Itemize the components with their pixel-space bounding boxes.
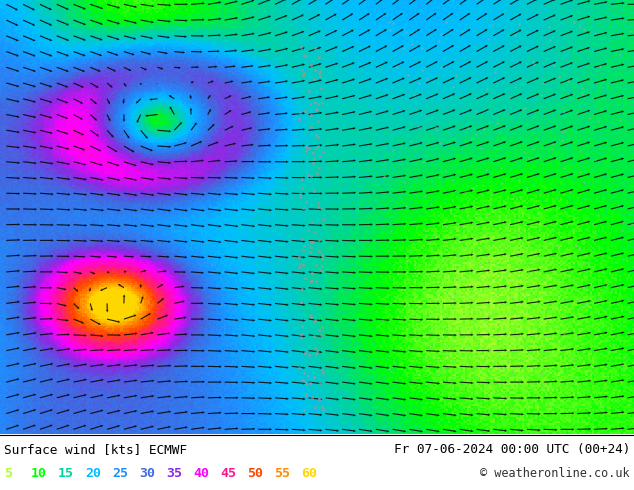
Text: 20: 20 <box>85 467 101 480</box>
Text: 25: 25 <box>112 467 128 480</box>
Text: 50: 50 <box>247 467 263 480</box>
Text: 35: 35 <box>166 467 182 480</box>
Text: 5: 5 <box>4 467 12 480</box>
Text: 60: 60 <box>301 467 317 480</box>
Text: Fr 07-06-2024 00:00 UTC (00+24): Fr 07-06-2024 00:00 UTC (00+24) <box>394 443 630 456</box>
Text: Surface wind [kts] ECMWF: Surface wind [kts] ECMWF <box>4 443 187 456</box>
Text: 30: 30 <box>139 467 155 480</box>
Text: © weatheronline.co.uk: © weatheronline.co.uk <box>481 467 630 480</box>
Text: 40: 40 <box>193 467 209 480</box>
Text: 10: 10 <box>31 467 47 480</box>
Text: 55: 55 <box>274 467 290 480</box>
Text: 15: 15 <box>58 467 74 480</box>
Text: 45: 45 <box>220 467 236 480</box>
